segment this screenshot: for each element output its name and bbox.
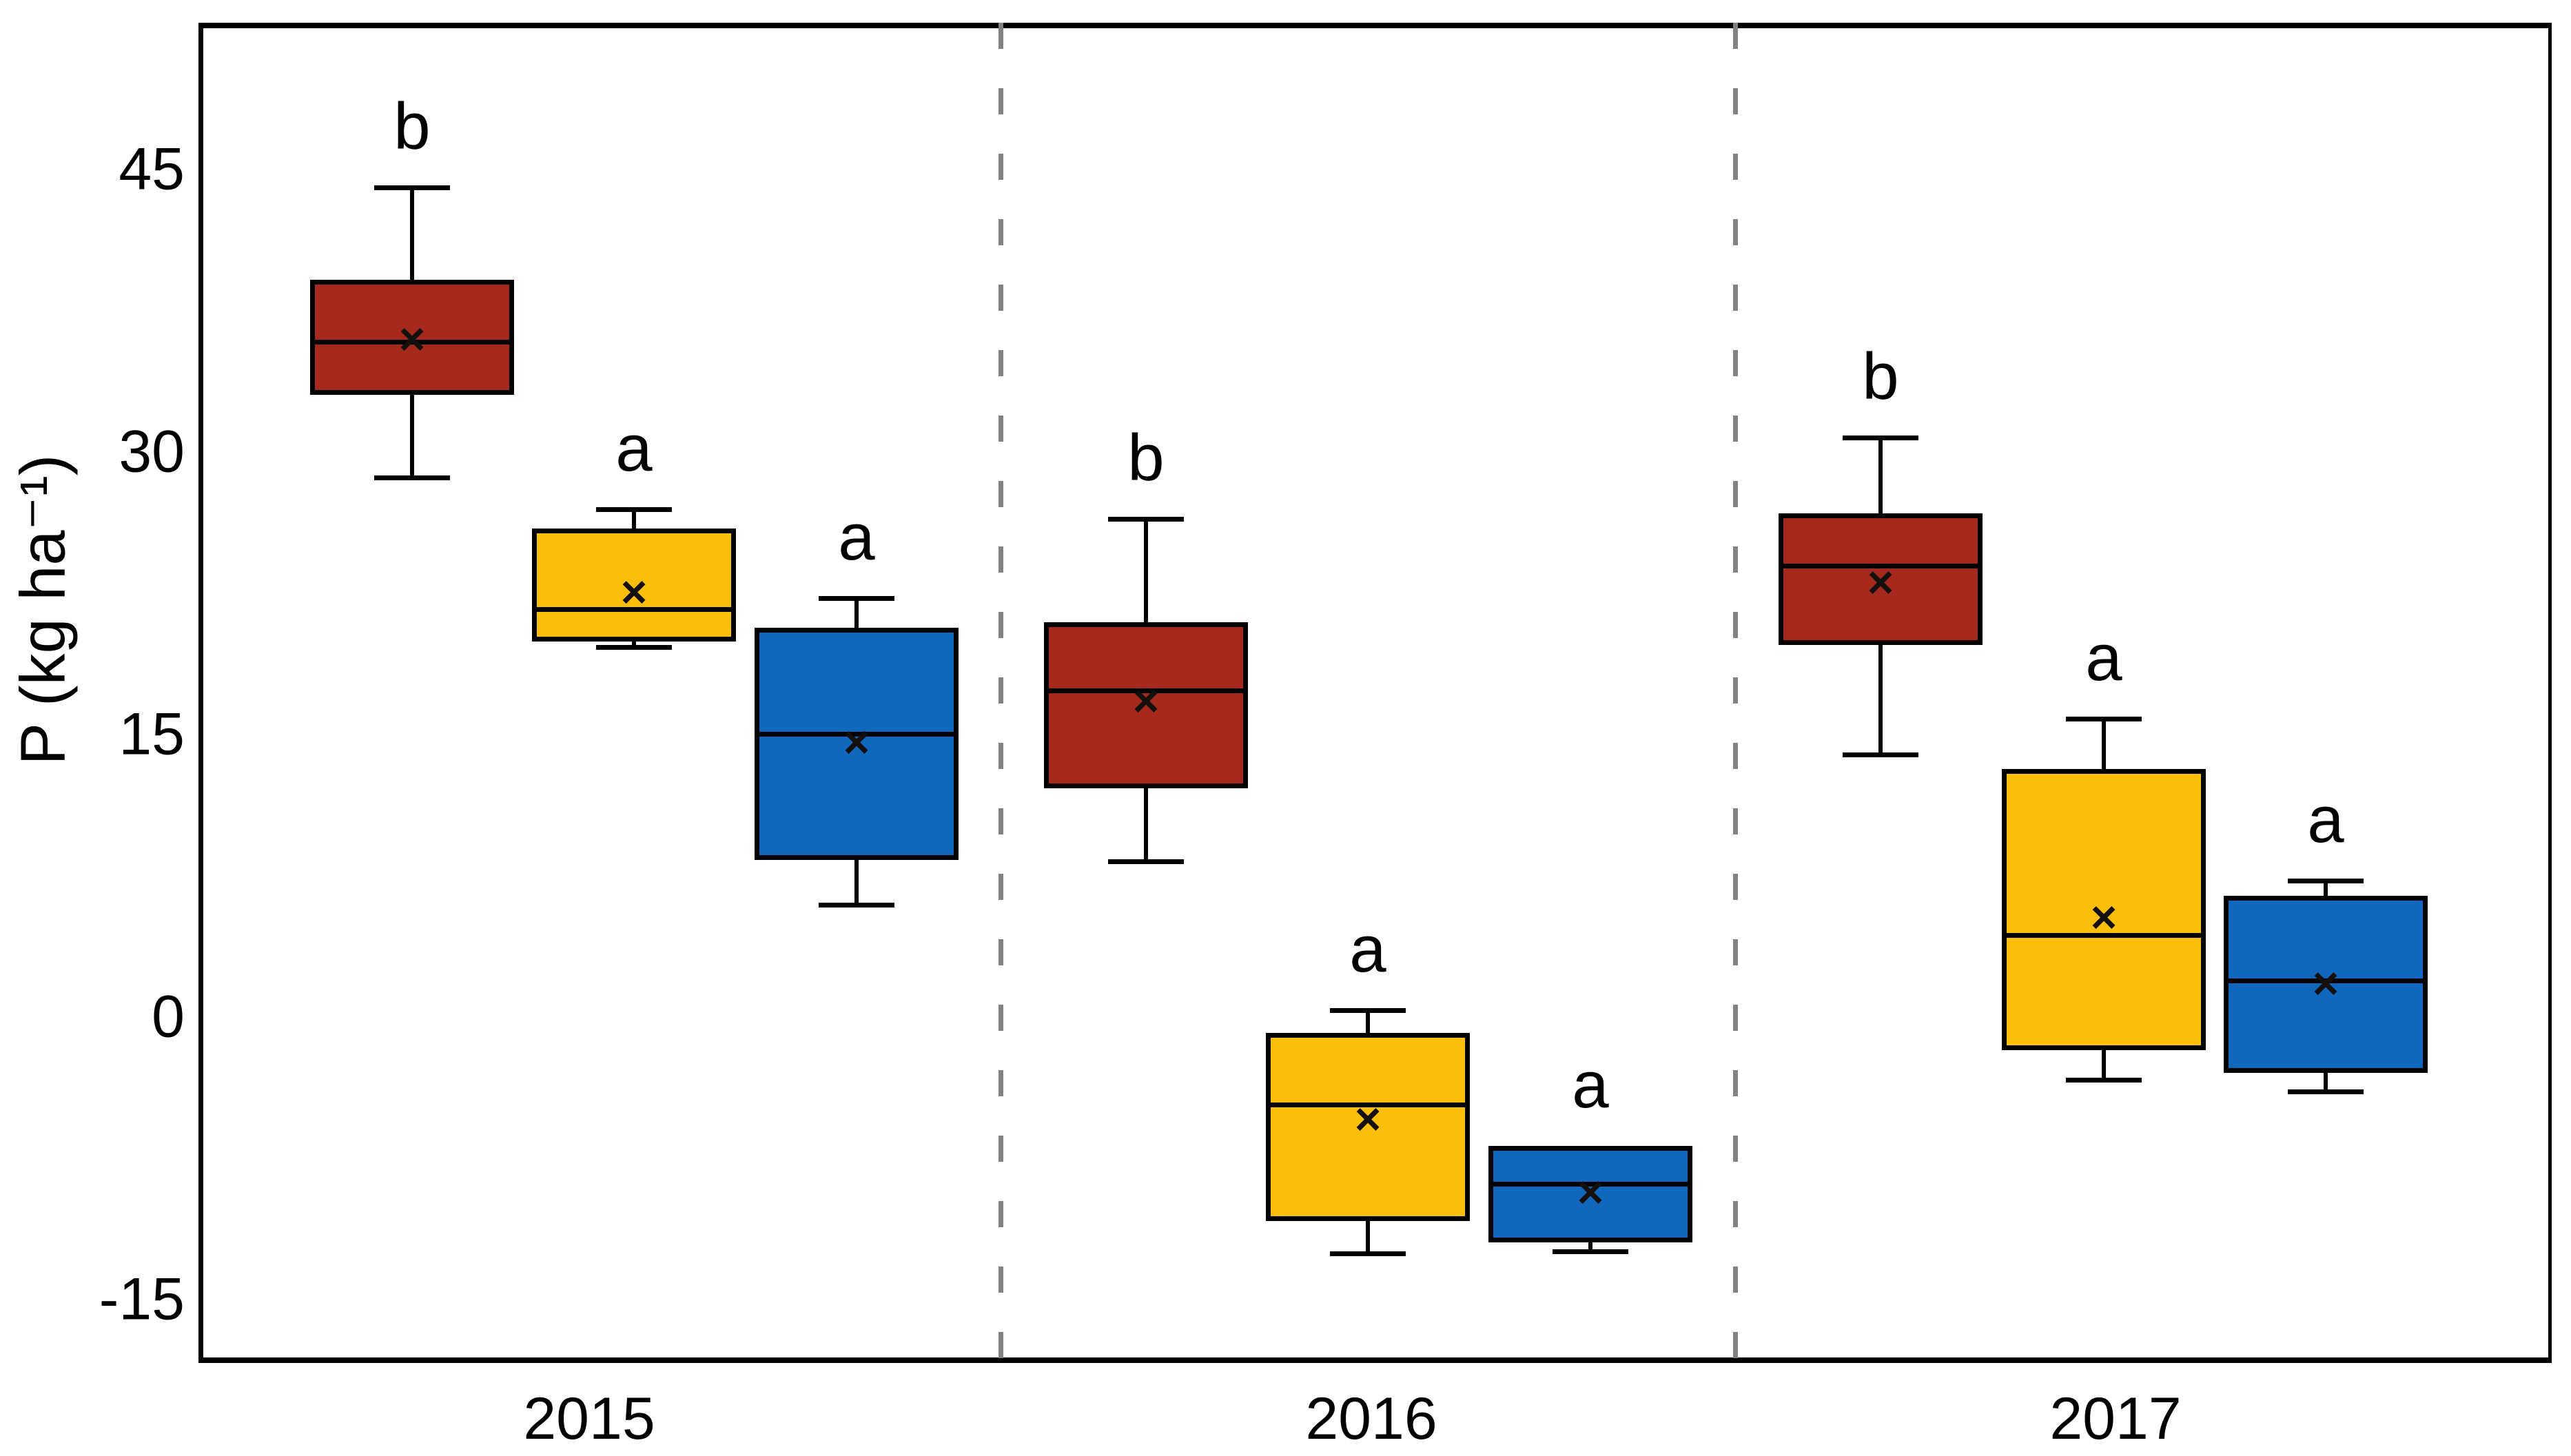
box-2017-dark-red-whisker-low — [1878, 645, 1883, 755]
box-2016-dark-red-whisker-high — [1144, 518, 1148, 623]
box-2017-gold-significance-letter: a — [2085, 620, 2122, 695]
box-2015-dark-red-whisker-high-cap — [374, 185, 450, 190]
box-2016-gold — [1266, 1033, 1470, 1222]
box-2017-gold-whisker-high-cap — [2066, 716, 2142, 721]
box-2017-dark-red-mean-marker: × — [1867, 556, 1894, 608]
year-separator-2016-2017 — [1733, 23, 1738, 1363]
box-2015-blue-significance-letter: a — [838, 500, 875, 574]
plot-frame — [198, 23, 2552, 1363]
box-2015-gold-whisker-high — [632, 509, 636, 529]
box-2016-gold-whisker-low-cap — [1330, 1251, 1406, 1256]
box-2017-dark-red-whisker-high-cap — [1843, 435, 1918, 441]
box-2017-gold-median — [2007, 932, 2201, 938]
year-separator-2015-2016 — [998, 23, 1003, 1363]
box-2015-dark-red-median — [315, 339, 509, 345]
box-2015-gold-whisker-low — [632, 641, 636, 647]
box-2017-dark-red-whisker-low-cap — [1843, 752, 1918, 757]
box-2016-dark-red-whisker-high-cap — [1108, 516, 1184, 522]
box-2017-gold-mean-marker: × — [2090, 892, 2118, 943]
box-2016-blue-significance-letter: a — [1572, 1048, 1609, 1122]
box-2016-blue-mean-marker: × — [1577, 1167, 1604, 1218]
box-2015-dark-red-whisker-low-cap — [374, 475, 450, 480]
x-tick-2015: 2015 — [523, 1386, 655, 1452]
box-2016-dark-red — [1044, 622, 1248, 788]
y-tick-45: 45 — [119, 136, 185, 203]
box-2015-dark-red-mean-marker: × — [398, 313, 426, 365]
box-2017-dark-red-significance-letter: b — [1862, 340, 1899, 414]
box-2017-gold-whisker-high — [2102, 718, 2106, 770]
box-2017-blue-whisker-low-cap — [2288, 1089, 2364, 1094]
box-2015-dark-red-whisker-high — [410, 187, 414, 280]
x-tick-2016: 2016 — [1305, 1386, 1437, 1452]
x-tick-2017: 2017 — [2049, 1386, 2182, 1452]
box-2017-blue-significance-letter: a — [2307, 782, 2344, 857]
box-2016-blue-whisker-low-cap — [1553, 1249, 1628, 1255]
y-tick-15: 15 — [119, 701, 185, 768]
box-2016-gold-median — [1271, 1102, 1465, 1107]
box-2016-dark-red-whisker-low-cap — [1108, 859, 1184, 865]
box-2015-blue-median — [759, 731, 954, 737]
box-2015-gold-whisker-high-cap — [596, 507, 672, 513]
y-tick-30: 30 — [119, 418, 185, 485]
box-2017-dark-red — [1779, 513, 1983, 646]
box-2017-dark-red-median — [1783, 564, 1978, 569]
box-2016-blue — [1488, 1146, 1692, 1242]
y-axis-label: P (kg ha⁻¹) — [8, 454, 79, 766]
box-2015-gold-mean-marker: × — [620, 566, 648, 617]
box-2017-blue-whisker-high-cap — [2288, 878, 2364, 883]
box-2017-dark-red-whisker-high — [1878, 438, 1883, 513]
box-2015-dark-red-significance-letter: b — [393, 89, 431, 163]
box-2016-gold-whisker-high — [1366, 1010, 1370, 1034]
box-2017-gold-whisker-low-cap — [2066, 1078, 2142, 1083]
box-2016-gold-whisker-low — [1366, 1221, 1370, 1253]
box-2017-gold-whisker-low — [2102, 1049, 2106, 1080]
y-tick-0: 0 — [152, 983, 185, 1050]
box-2017-blue-mean-marker: × — [2312, 957, 2339, 1009]
box-2016-gold-significance-letter: a — [1349, 912, 1386, 987]
box-2017-blue-median — [2229, 978, 2423, 983]
box-2017-blue — [2224, 895, 2428, 1073]
box-2015-dark-red — [310, 279, 514, 395]
y-tick-neg15: -15 — [99, 1266, 185, 1333]
box-2015-blue-whisker-high-cap — [819, 595, 894, 601]
box-2015-gold-significance-letter: a — [615, 411, 653, 486]
box-2017-blue-whisker-high — [2324, 880, 2328, 896]
box-2015-blue — [755, 628, 959, 860]
box-2016-dark-red-significance-letter: b — [1127, 420, 1165, 495]
box-2017-gold — [2002, 769, 2206, 1050]
box-2016-dark-red-median — [1049, 688, 1243, 693]
box-2017-blue-whisker-low — [2324, 1072, 2328, 1091]
box-2015-blue-whisker-low — [854, 859, 859, 905]
box-2015-blue-whisker-high — [854, 597, 859, 628]
box-2015-blue-whisker-low-cap — [819, 903, 894, 908]
box-2016-blue-whisker-low — [1588, 1242, 1592, 1252]
box-2015-dark-red-whisker-low — [410, 394, 414, 478]
box-2015-gold-whisker-low-cap — [596, 644, 672, 650]
box-2016-gold-whisker-high-cap — [1330, 1008, 1406, 1014]
box-2016-dark-red-whisker-low — [1144, 788, 1148, 862]
box-2015-blue-mean-marker: × — [843, 716, 870, 768]
box-2016-dark-red-mean-marker: × — [1132, 675, 1160, 726]
box-2016-blue-median — [1493, 1181, 1688, 1187]
box-2016-gold-mean-marker: × — [1354, 1093, 1382, 1145]
box-2015-gold-median — [537, 607, 731, 613]
box-2015-gold — [532, 528, 736, 642]
